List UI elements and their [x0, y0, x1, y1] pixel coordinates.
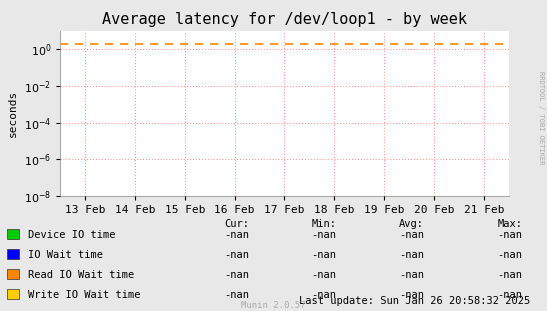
Text: Munin 2.0.57: Munin 2.0.57 [241, 301, 306, 310]
Text: -nan: -nan [399, 250, 424, 260]
Text: -nan: -nan [311, 290, 336, 300]
Text: -nan: -nan [224, 270, 249, 280]
Text: -nan: -nan [399, 290, 424, 300]
Text: -nan: -nan [497, 290, 522, 300]
Text: Last update: Sun Jan 26 20:58:32 2025: Last update: Sun Jan 26 20:58:32 2025 [299, 296, 531, 306]
Text: Device IO time: Device IO time [28, 230, 116, 240]
Text: -nan: -nan [497, 270, 522, 280]
Text: Write IO Wait time: Write IO Wait time [28, 290, 141, 300]
Text: Max:: Max: [497, 219, 522, 229]
Text: -nan: -nan [497, 250, 522, 260]
Text: Cur:: Cur: [224, 219, 249, 229]
Text: Min:: Min: [311, 219, 336, 229]
Text: -nan: -nan [224, 250, 249, 260]
Text: -nan: -nan [497, 230, 522, 240]
Text: -nan: -nan [399, 270, 424, 280]
Text: Read IO Wait time: Read IO Wait time [28, 270, 135, 280]
Text: -nan: -nan [224, 290, 249, 300]
Title: Average latency for /dev/loop1 - by week: Average latency for /dev/loop1 - by week [102, 12, 467, 27]
Text: -nan: -nan [311, 250, 336, 260]
Text: -nan: -nan [311, 270, 336, 280]
Text: -nan: -nan [399, 230, 424, 240]
Y-axis label: seconds: seconds [8, 90, 18, 137]
Text: Avg:: Avg: [399, 219, 424, 229]
Text: -nan: -nan [224, 230, 249, 240]
Text: RRDTOOL / TOBI OETIKER: RRDTOOL / TOBI OETIKER [538, 72, 544, 165]
FancyBboxPatch shape [7, 269, 19, 279]
FancyBboxPatch shape [7, 249, 19, 259]
Text: -nan: -nan [311, 230, 336, 240]
Text: IO Wait time: IO Wait time [28, 250, 103, 260]
FancyBboxPatch shape [7, 229, 19, 239]
FancyBboxPatch shape [7, 289, 19, 299]
